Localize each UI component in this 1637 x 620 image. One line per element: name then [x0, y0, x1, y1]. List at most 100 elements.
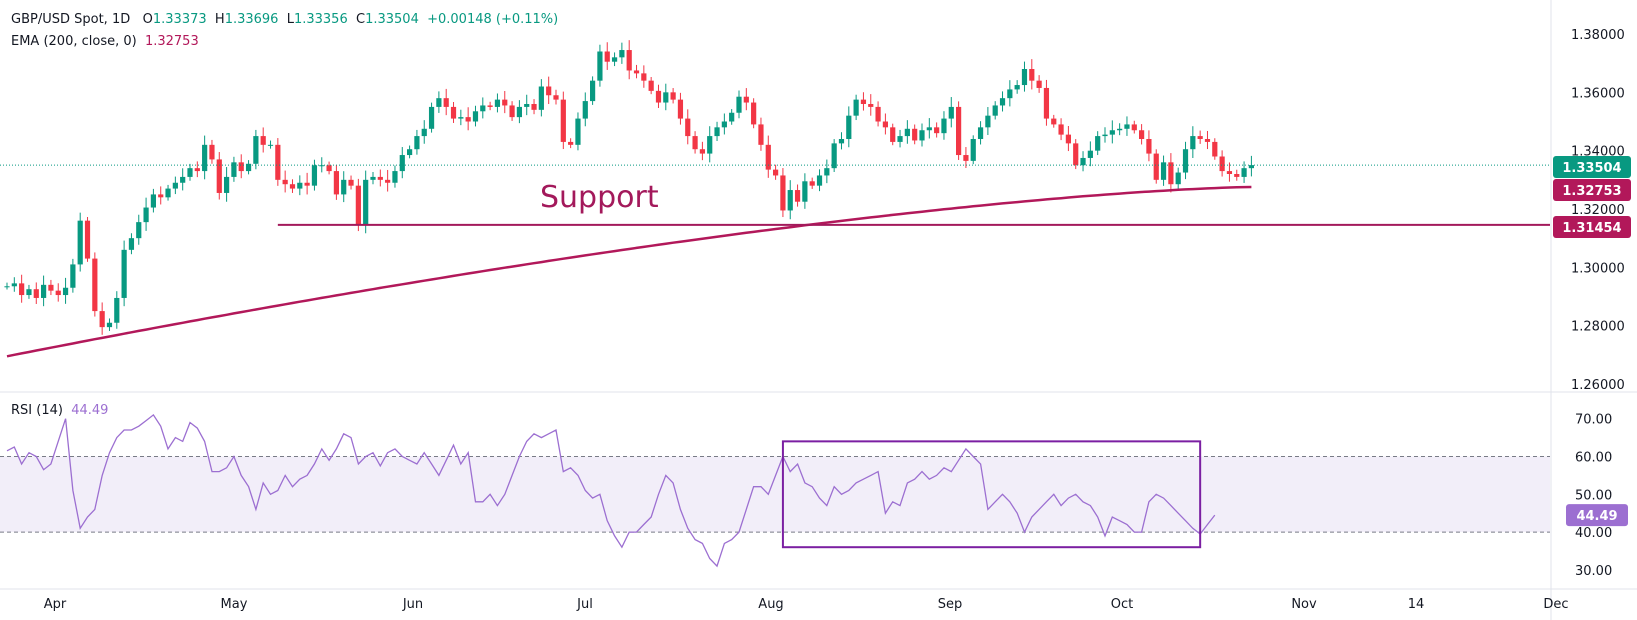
candle-body — [524, 104, 530, 107]
candle — [516, 100, 522, 124]
candle — [260, 127, 266, 153]
candle-body — [816, 175, 823, 186]
candle-body — [1241, 168, 1247, 177]
candle-body — [245, 163, 252, 172]
candle — [868, 94, 874, 116]
candle — [62, 277, 69, 304]
candle — [253, 129, 259, 170]
candle — [685, 109, 691, 145]
candle-body — [143, 207, 149, 223]
candle-body — [875, 106, 881, 122]
candle-body — [853, 99, 859, 116]
candle-body — [55, 290, 61, 296]
candle — [275, 138, 281, 186]
candle — [472, 105, 479, 127]
price-tick-label: 1.26000 — [1571, 378, 1625, 393]
candle — [1109, 120, 1115, 144]
high-value: 1.33696 — [224, 12, 279, 27]
candle-body — [948, 106, 954, 119]
candle-body — [260, 136, 266, 145]
candle — [743, 88, 749, 111]
candle-body — [84, 220, 91, 259]
candle-body — [860, 99, 867, 104]
rsi-legend: RSI (14) 44.49 — [11, 403, 108, 418]
candle-body — [487, 105, 493, 107]
candle-body — [575, 118, 581, 145]
candle-body — [824, 168, 830, 176]
candlestick-series — [4, 40, 1254, 335]
candle-body — [597, 51, 603, 81]
candle-body — [926, 127, 932, 131]
price-tick-label: 1.30000 — [1571, 261, 1625, 276]
candle-body — [1117, 128, 1123, 131]
candle-body — [1248, 165, 1254, 169]
candle — [494, 93, 501, 113]
candle-body — [333, 171, 339, 195]
candle — [99, 302, 105, 335]
candle-body — [1007, 89, 1013, 99]
candle-body — [1043, 87, 1050, 119]
support-annotation: Support — [540, 180, 659, 215]
candle-body — [187, 168, 193, 177]
candle-body — [238, 162, 244, 172]
candle-body — [297, 182, 303, 189]
candle — [948, 97, 954, 128]
candle-body — [348, 179, 354, 186]
rsi-tick-label: 40.00 — [1575, 526, 1612, 541]
candle — [55, 283, 61, 302]
low-key: L — [286, 12, 294, 27]
candle-body — [1175, 172, 1181, 185]
candle-body — [838, 139, 845, 144]
candle-body — [180, 176, 186, 183]
candle-body — [699, 149, 705, 154]
candle-body — [765, 144, 771, 170]
candle — [1212, 138, 1218, 160]
candle-body — [77, 220, 83, 265]
candle-body — [443, 98, 449, 107]
candle — [970, 135, 976, 165]
candle-body — [729, 112, 735, 122]
candle-body — [1095, 136, 1101, 151]
candle-body — [1102, 134, 1108, 137]
candle-body — [267, 144, 274, 146]
candle — [758, 117, 764, 151]
candle-body — [655, 90, 662, 103]
candle — [919, 123, 925, 147]
candle — [1234, 169, 1240, 181]
candle — [341, 171, 347, 203]
candle-body — [1073, 143, 1079, 166]
price-tag-bg — [1553, 179, 1631, 201]
candle — [399, 147, 405, 179]
candle-body — [450, 106, 457, 119]
time-tick-label: Oct — [1111, 597, 1133, 612]
candle — [407, 145, 413, 159]
candle-body — [743, 96, 749, 103]
candle-body — [19, 283, 25, 296]
candle — [1117, 123, 1123, 136]
candle-body — [956, 106, 962, 156]
candle — [992, 101, 998, 120]
candle — [846, 106, 852, 148]
candle-body — [150, 194, 156, 208]
candle-body — [641, 73, 647, 81]
candle — [787, 180, 793, 220]
candle-body — [999, 98, 1006, 106]
price-tick-label: 1.28000 — [1571, 320, 1625, 335]
candle-body — [209, 144, 215, 160]
candle-body — [787, 190, 793, 211]
candle — [370, 172, 376, 185]
candle-body — [648, 80, 654, 91]
rsi-tick-label: 30.00 — [1575, 564, 1612, 579]
candle-body — [1131, 124, 1137, 131]
candle-body — [1029, 69, 1035, 81]
candle — [890, 123, 896, 146]
candle — [1146, 130, 1152, 162]
candle — [33, 282, 39, 304]
candle — [699, 141, 705, 161]
candle-body — [106, 322, 113, 328]
candle — [436, 91, 442, 113]
candle-body — [1153, 153, 1159, 180]
candle — [860, 92, 867, 111]
candle-body — [1204, 139, 1211, 142]
candle-body — [677, 99, 684, 119]
